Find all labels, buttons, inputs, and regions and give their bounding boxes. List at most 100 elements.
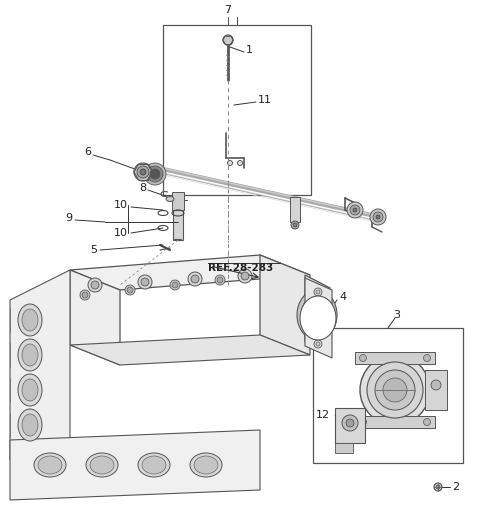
Circle shape [228, 161, 232, 165]
Circle shape [436, 485, 440, 489]
Bar [335, 408, 365, 443]
Bar [173, 210, 183, 240]
Circle shape [360, 419, 367, 425]
Circle shape [141, 278, 149, 286]
Circle shape [238, 269, 252, 283]
Circle shape [316, 290, 320, 294]
Circle shape [316, 342, 320, 346]
Ellipse shape [142, 456, 166, 474]
Ellipse shape [22, 414, 38, 436]
Ellipse shape [297, 290, 337, 340]
Bar [355, 352, 435, 364]
Text: 11: 11 [258, 95, 272, 105]
Circle shape [342, 415, 358, 431]
Circle shape [80, 290, 90, 300]
Text: 5: 5 [90, 245, 97, 255]
Ellipse shape [34, 453, 66, 477]
Text: 1: 1 [246, 45, 253, 55]
Circle shape [367, 362, 423, 418]
Circle shape [172, 282, 178, 288]
Ellipse shape [38, 456, 62, 474]
Ellipse shape [301, 295, 333, 335]
Circle shape [82, 292, 88, 298]
Circle shape [376, 215, 380, 219]
Polygon shape [70, 335, 310, 365]
Circle shape [423, 354, 431, 362]
Circle shape [88, 278, 102, 292]
Circle shape [217, 277, 223, 283]
Circle shape [375, 370, 415, 410]
Circle shape [223, 35, 233, 45]
Bar [172, 192, 184, 210]
Text: 3: 3 [393, 310, 400, 320]
Circle shape [314, 288, 322, 296]
Bar [163, 25, 311, 195]
Text: 6: 6 [84, 147, 91, 157]
Bar [290, 197, 300, 222]
Text: 4: 4 [339, 292, 346, 302]
Circle shape [373, 212, 383, 222]
Text: 12: 12 [316, 410, 330, 420]
Circle shape [215, 275, 225, 285]
Circle shape [144, 163, 166, 185]
Polygon shape [70, 270, 120, 365]
Circle shape [188, 272, 202, 286]
Circle shape [291, 221, 299, 229]
Polygon shape [70, 255, 310, 290]
Circle shape [360, 354, 367, 362]
Circle shape [238, 161, 242, 165]
Polygon shape [10, 430, 260, 500]
Ellipse shape [18, 374, 42, 406]
Circle shape [127, 287, 133, 293]
Circle shape [170, 280, 180, 290]
Ellipse shape [190, 453, 222, 477]
Circle shape [434, 483, 442, 491]
Circle shape [150, 169, 160, 179]
Bar [313, 328, 463, 463]
Text: 10: 10 [114, 228, 128, 238]
Circle shape [138, 275, 152, 289]
Text: 10: 10 [114, 200, 128, 210]
Text: 8: 8 [139, 183, 146, 193]
Circle shape [125, 285, 135, 295]
Ellipse shape [86, 453, 118, 477]
Circle shape [431, 380, 441, 390]
Circle shape [134, 163, 152, 181]
Circle shape [347, 202, 363, 218]
Text: 7: 7 [225, 5, 231, 15]
Bar [355, 416, 435, 428]
Circle shape [370, 209, 386, 225]
Ellipse shape [138, 453, 170, 477]
Ellipse shape [22, 379, 38, 401]
Polygon shape [10, 270, 70, 460]
Bar [335, 443, 353, 453]
Text: REF.28-283: REF.28-283 [208, 263, 273, 273]
Circle shape [147, 166, 163, 182]
Text: 2: 2 [452, 482, 459, 492]
Circle shape [314, 340, 322, 348]
Ellipse shape [18, 409, 42, 441]
Circle shape [346, 419, 354, 427]
Ellipse shape [18, 339, 42, 371]
Circle shape [241, 272, 249, 280]
Circle shape [140, 169, 146, 175]
Circle shape [353, 208, 357, 212]
Ellipse shape [194, 456, 218, 474]
Circle shape [360, 355, 430, 425]
Bar [425, 370, 447, 410]
Circle shape [137, 166, 149, 178]
Ellipse shape [90, 456, 114, 474]
Circle shape [383, 378, 407, 402]
Ellipse shape [300, 296, 336, 340]
Circle shape [191, 275, 199, 283]
Text: 9: 9 [65, 213, 72, 223]
Circle shape [293, 223, 297, 227]
Ellipse shape [22, 344, 38, 366]
Circle shape [350, 205, 360, 215]
Circle shape [91, 281, 99, 289]
Polygon shape [305, 278, 332, 358]
Ellipse shape [18, 304, 42, 336]
Circle shape [423, 419, 431, 425]
Ellipse shape [22, 309, 38, 331]
Ellipse shape [166, 197, 174, 201]
